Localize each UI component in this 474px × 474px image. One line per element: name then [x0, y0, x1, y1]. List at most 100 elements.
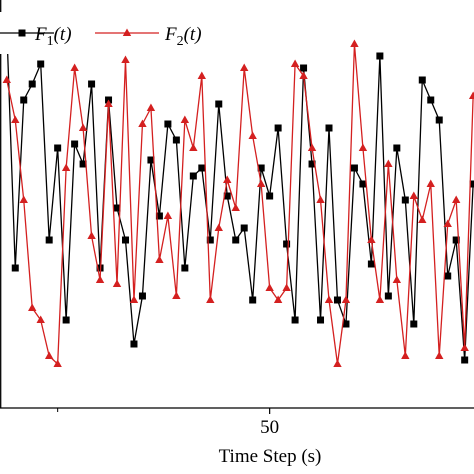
series-line: [6, 27, 474, 361]
marker: [367, 235, 376, 243]
marker: [155, 255, 164, 263]
marker: [248, 131, 257, 139]
legend: F1(t) F2(t): [0, 12, 225, 54]
marker: [189, 172, 197, 180]
marker: [307, 143, 317, 151]
marker: [273, 295, 283, 303]
marker: [435, 351, 444, 359]
marker: [300, 64, 308, 72]
marker: [460, 343, 469, 351]
marker: [189, 143, 198, 151]
marker: [265, 283, 274, 291]
marker: [240, 63, 249, 71]
marker: [342, 320, 350, 328]
marker: [164, 120, 172, 128]
marker: [130, 340, 138, 348]
marker: [223, 192, 231, 200]
marker: [206, 236, 214, 244]
marker: [146, 103, 156, 111]
marker: [53, 359, 62, 367]
marker: [180, 115, 190, 123]
marker: [163, 211, 173, 219]
marker: [11, 264, 19, 272]
marker: [333, 359, 342, 367]
legend-label: F2(t): [164, 24, 202, 49]
marker: [384, 292, 392, 300]
marker: [409, 191, 418, 199]
marker: [215, 100, 223, 108]
marker: [147, 156, 155, 164]
marker: [350, 164, 358, 172]
marker: [78, 123, 88, 131]
marker: [45, 236, 53, 244]
marker: [206, 295, 215, 303]
marker: [274, 124, 282, 132]
legend-marker: [18, 29, 26, 37]
marker: [256, 179, 266, 187]
marker: [11, 115, 20, 123]
marker: [71, 140, 79, 148]
marker: [444, 272, 452, 280]
legend-label: F1(t): [34, 24, 72, 49]
marker: [223, 175, 232, 183]
marker: [138, 292, 146, 300]
marker: [461, 356, 469, 364]
marker: [231, 203, 240, 211]
marker: [341, 295, 351, 303]
marker: [266, 192, 274, 200]
marker: [392, 275, 402, 283]
x-tick-label: 50: [260, 417, 279, 438]
marker: [70, 63, 79, 71]
marker: [452, 236, 460, 244]
marker: [197, 71, 207, 79]
marker: [36, 315, 45, 323]
marker: [172, 291, 181, 299]
marker: [113, 204, 121, 212]
series-line: [6, 43, 474, 366]
marker: [112, 279, 122, 287]
marker: [2, 75, 11, 83]
marker: [435, 116, 443, 124]
marker: [384, 159, 393, 167]
marker: [79, 160, 87, 168]
marker: [95, 275, 105, 283]
x-axis-label: Time Step (s): [219, 446, 322, 467]
marker: [358, 143, 368, 151]
marker: [410, 320, 418, 328]
marker: [28, 303, 37, 311]
marker: [418, 76, 426, 84]
marker: [282, 283, 291, 291]
marker: [375, 295, 385, 303]
marker: [393, 144, 401, 152]
marker: [291, 316, 299, 324]
marker: [129, 295, 139, 303]
marker: [54, 144, 62, 152]
marker: [316, 195, 325, 203]
marker: [172, 136, 180, 144]
marker: [181, 264, 189, 272]
marker: [240, 224, 248, 232]
marker: [418, 215, 427, 223]
marker: [426, 179, 435, 187]
marker: [324, 295, 334, 303]
marker: [257, 164, 265, 172]
marker: [350, 39, 359, 47]
marker: [28, 80, 36, 88]
marker: [376, 52, 384, 60]
marker: [427, 96, 435, 104]
marker: [451, 195, 461, 203]
marker: [20, 96, 28, 104]
marker: [325, 124, 333, 132]
marker: [37, 60, 45, 68]
marker: [469, 180, 474, 188]
marker: [401, 196, 409, 204]
marker: [87, 231, 96, 239]
marker: [290, 59, 300, 67]
legend-marker: [122, 28, 132, 36]
marker: [155, 212, 163, 220]
marker: [214, 223, 223, 231]
marker: [61, 163, 71, 171]
marker: [44, 351, 54, 359]
marker: [104, 99, 113, 107]
